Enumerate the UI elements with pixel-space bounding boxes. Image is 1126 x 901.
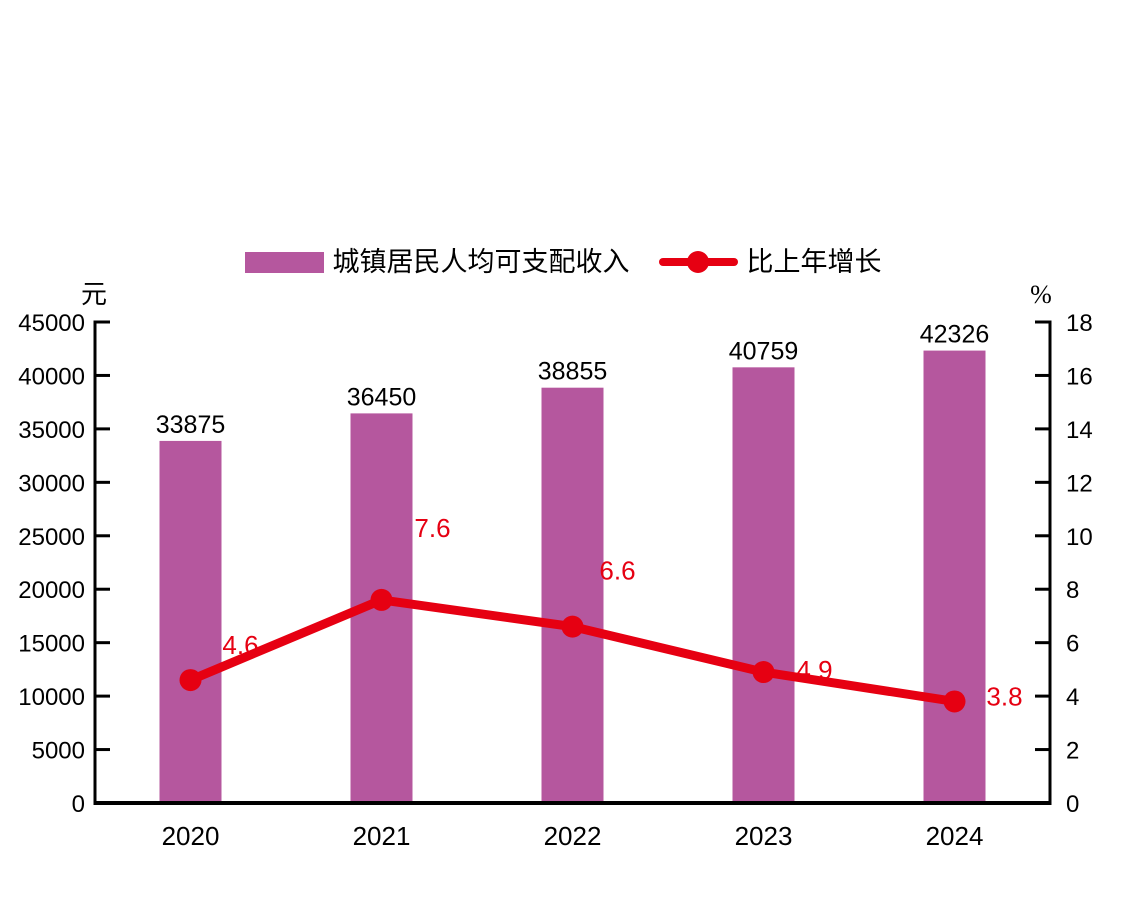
x-axis-label-2020: 2020	[162, 821, 220, 851]
left-axis-tick-label: 30000	[18, 470, 85, 497]
left-axis-tick-label: 25000	[18, 524, 85, 551]
chart-legend: 城镇居民人均可支配收入 比上年增长	[0, 247, 1126, 277]
line-value-label-2024: 3.8	[986, 681, 1022, 711]
right-axis-tick-label: 10	[1066, 524, 1093, 551]
legend-item-income-bars: 城镇居民人均可支配收入	[244, 247, 630, 277]
line-marker-2024	[943, 690, 966, 713]
x-axis-label-2021: 2021	[353, 821, 411, 851]
left-axis-tick-label: 20000	[18, 577, 85, 604]
x-axis-label-2024: 2024	[926, 821, 984, 851]
left-axis-tick-label: 0	[72, 791, 85, 818]
right-axis-tick-label: 16	[1066, 363, 1093, 390]
plot-area: 33875 2020 36450 2021 38855 2022 40759 2023 4232…	[18, 310, 1092, 851]
right-axis-unit-label: %	[1030, 280, 1052, 309]
right-axis-tick-label: 14	[1066, 417, 1093, 444]
right-axis-tick-label: 6	[1066, 631, 1079, 658]
left-axis-tick-label: 5000	[32, 738, 85, 765]
left-axis-tick-label: 40000	[18, 363, 85, 390]
bar-value-label-2022: 38855	[538, 358, 608, 386]
left-axis-tick-label: 35000	[18, 417, 85, 444]
line-value-label-2020: 4.6	[222, 630, 258, 660]
line-value-label-2021: 7.6	[414, 513, 450, 543]
bar-value-label-2023: 40759	[729, 337, 799, 365]
x-axis-label-2022: 2022	[544, 821, 602, 851]
bar-2020	[159, 440, 222, 803]
line-marker-2023	[752, 661, 775, 684]
right-axis-tick-label: 4	[1066, 684, 1079, 711]
right-axis-tick-label: 0	[1066, 791, 1079, 818]
right-axis-tick-label: 2	[1066, 738, 1079, 765]
bar-series-swatch	[244, 251, 324, 273]
x-axis-label-2023: 2023	[735, 821, 793, 851]
line-marker-2022	[561, 615, 584, 638]
bar-2023	[732, 367, 795, 803]
bar-value-label-2021: 36450	[347, 383, 417, 411]
left-axis-tick-label: 10000	[18, 684, 85, 711]
line-marker-2021	[370, 588, 393, 611]
line-value-label-2022: 6.6	[599, 556, 635, 586]
line-series-swatch	[658, 251, 738, 273]
right-axis-tick-label: 18	[1066, 310, 1093, 337]
line-value-label-2023: 4.9	[796, 655, 832, 685]
legend-item-growth-line: 比上年增长	[658, 247, 882, 277]
left-axis-tick-label: 45000	[18, 310, 85, 337]
bar-value-label-2020: 33875	[156, 411, 226, 439]
legend-label-income: 城镇居民人均可支配收入	[332, 247, 630, 277]
right-axis-tick-label: 8	[1066, 577, 1079, 604]
bar-2024	[923, 350, 986, 803]
bar-2022	[541, 387, 604, 803]
left-axis-tick-label: 15000	[18, 631, 85, 658]
right-axis-tick-label: 12	[1066, 470, 1093, 497]
legend-line-marker-icon	[686, 251, 709, 273]
legend-label-growth: 比上年增长	[746, 247, 882, 277]
line-marker-2020	[179, 669, 202, 692]
left-axis-unit-label: 元	[81, 280, 107, 309]
bar-value-label-2024: 42326	[920, 321, 990, 349]
